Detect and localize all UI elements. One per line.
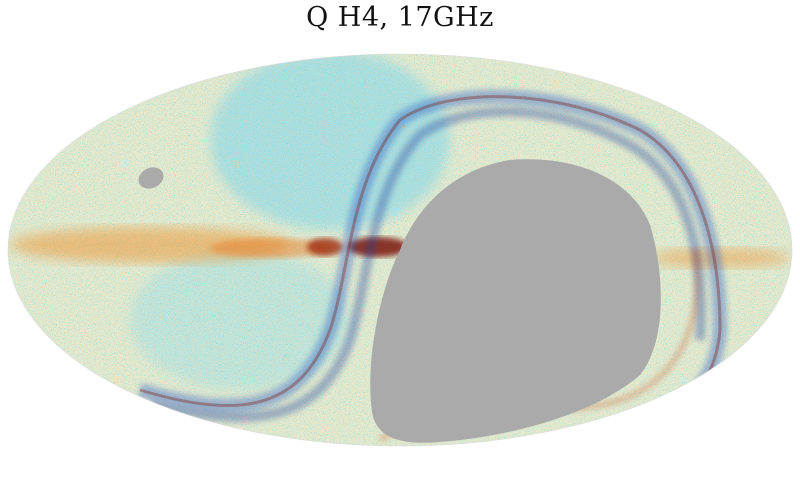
map-title: Q H4, 17GHz [306, 2, 494, 33]
mask-region-large [370, 159, 661, 443]
mask-region-small [138, 167, 164, 189]
map-field [8, 54, 792, 446]
galactic-plane [10, 227, 790, 268]
